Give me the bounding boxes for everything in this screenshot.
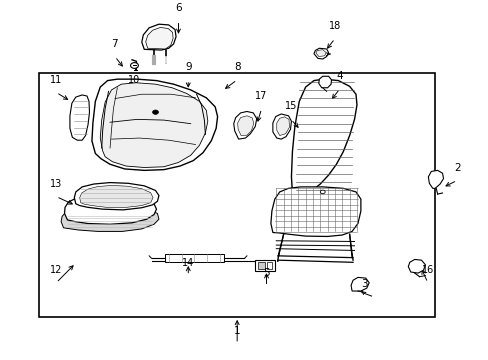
Polygon shape [270,187,360,237]
Text: 3: 3 [360,279,367,289]
Text: 15: 15 [284,102,297,112]
Polygon shape [237,116,253,135]
Polygon shape [233,112,256,139]
Polygon shape [318,76,331,88]
Polygon shape [80,185,153,207]
Polygon shape [92,79,217,170]
Polygon shape [315,50,325,57]
Text: 5: 5 [263,269,269,279]
Text: 17: 17 [255,91,267,101]
Text: 6: 6 [175,3,182,13]
Polygon shape [142,24,176,50]
Polygon shape [145,27,173,49]
Bar [257,262,264,270]
Circle shape [130,63,138,68]
Bar [266,262,272,270]
Text: 14: 14 [182,258,194,268]
Text: 7: 7 [111,39,118,49]
Polygon shape [407,260,425,273]
Text: 8: 8 [233,62,240,72]
Polygon shape [70,95,89,140]
Text: 4: 4 [336,71,343,81]
Text: 10: 10 [128,75,141,85]
Polygon shape [427,170,443,188]
Text: 12: 12 [50,265,62,275]
Polygon shape [276,117,289,135]
Polygon shape [61,205,159,231]
Text: 11: 11 [50,75,62,85]
Polygon shape [64,195,156,224]
Bar [39,73,434,317]
Polygon shape [291,79,356,194]
Polygon shape [100,83,207,167]
Polygon shape [272,114,291,139]
Circle shape [320,80,325,84]
Polygon shape [313,48,328,59]
Circle shape [152,110,158,114]
Text: 2: 2 [453,162,460,172]
Polygon shape [74,183,159,210]
Text: 18: 18 [328,21,341,31]
Text: 16: 16 [421,265,433,275]
Text: 13: 13 [50,179,62,189]
Text: 9: 9 [184,62,191,72]
Polygon shape [350,278,368,291]
Bar [165,255,224,262]
Text: 1: 1 [233,326,240,336]
Bar [255,260,274,271]
Circle shape [320,190,325,194]
